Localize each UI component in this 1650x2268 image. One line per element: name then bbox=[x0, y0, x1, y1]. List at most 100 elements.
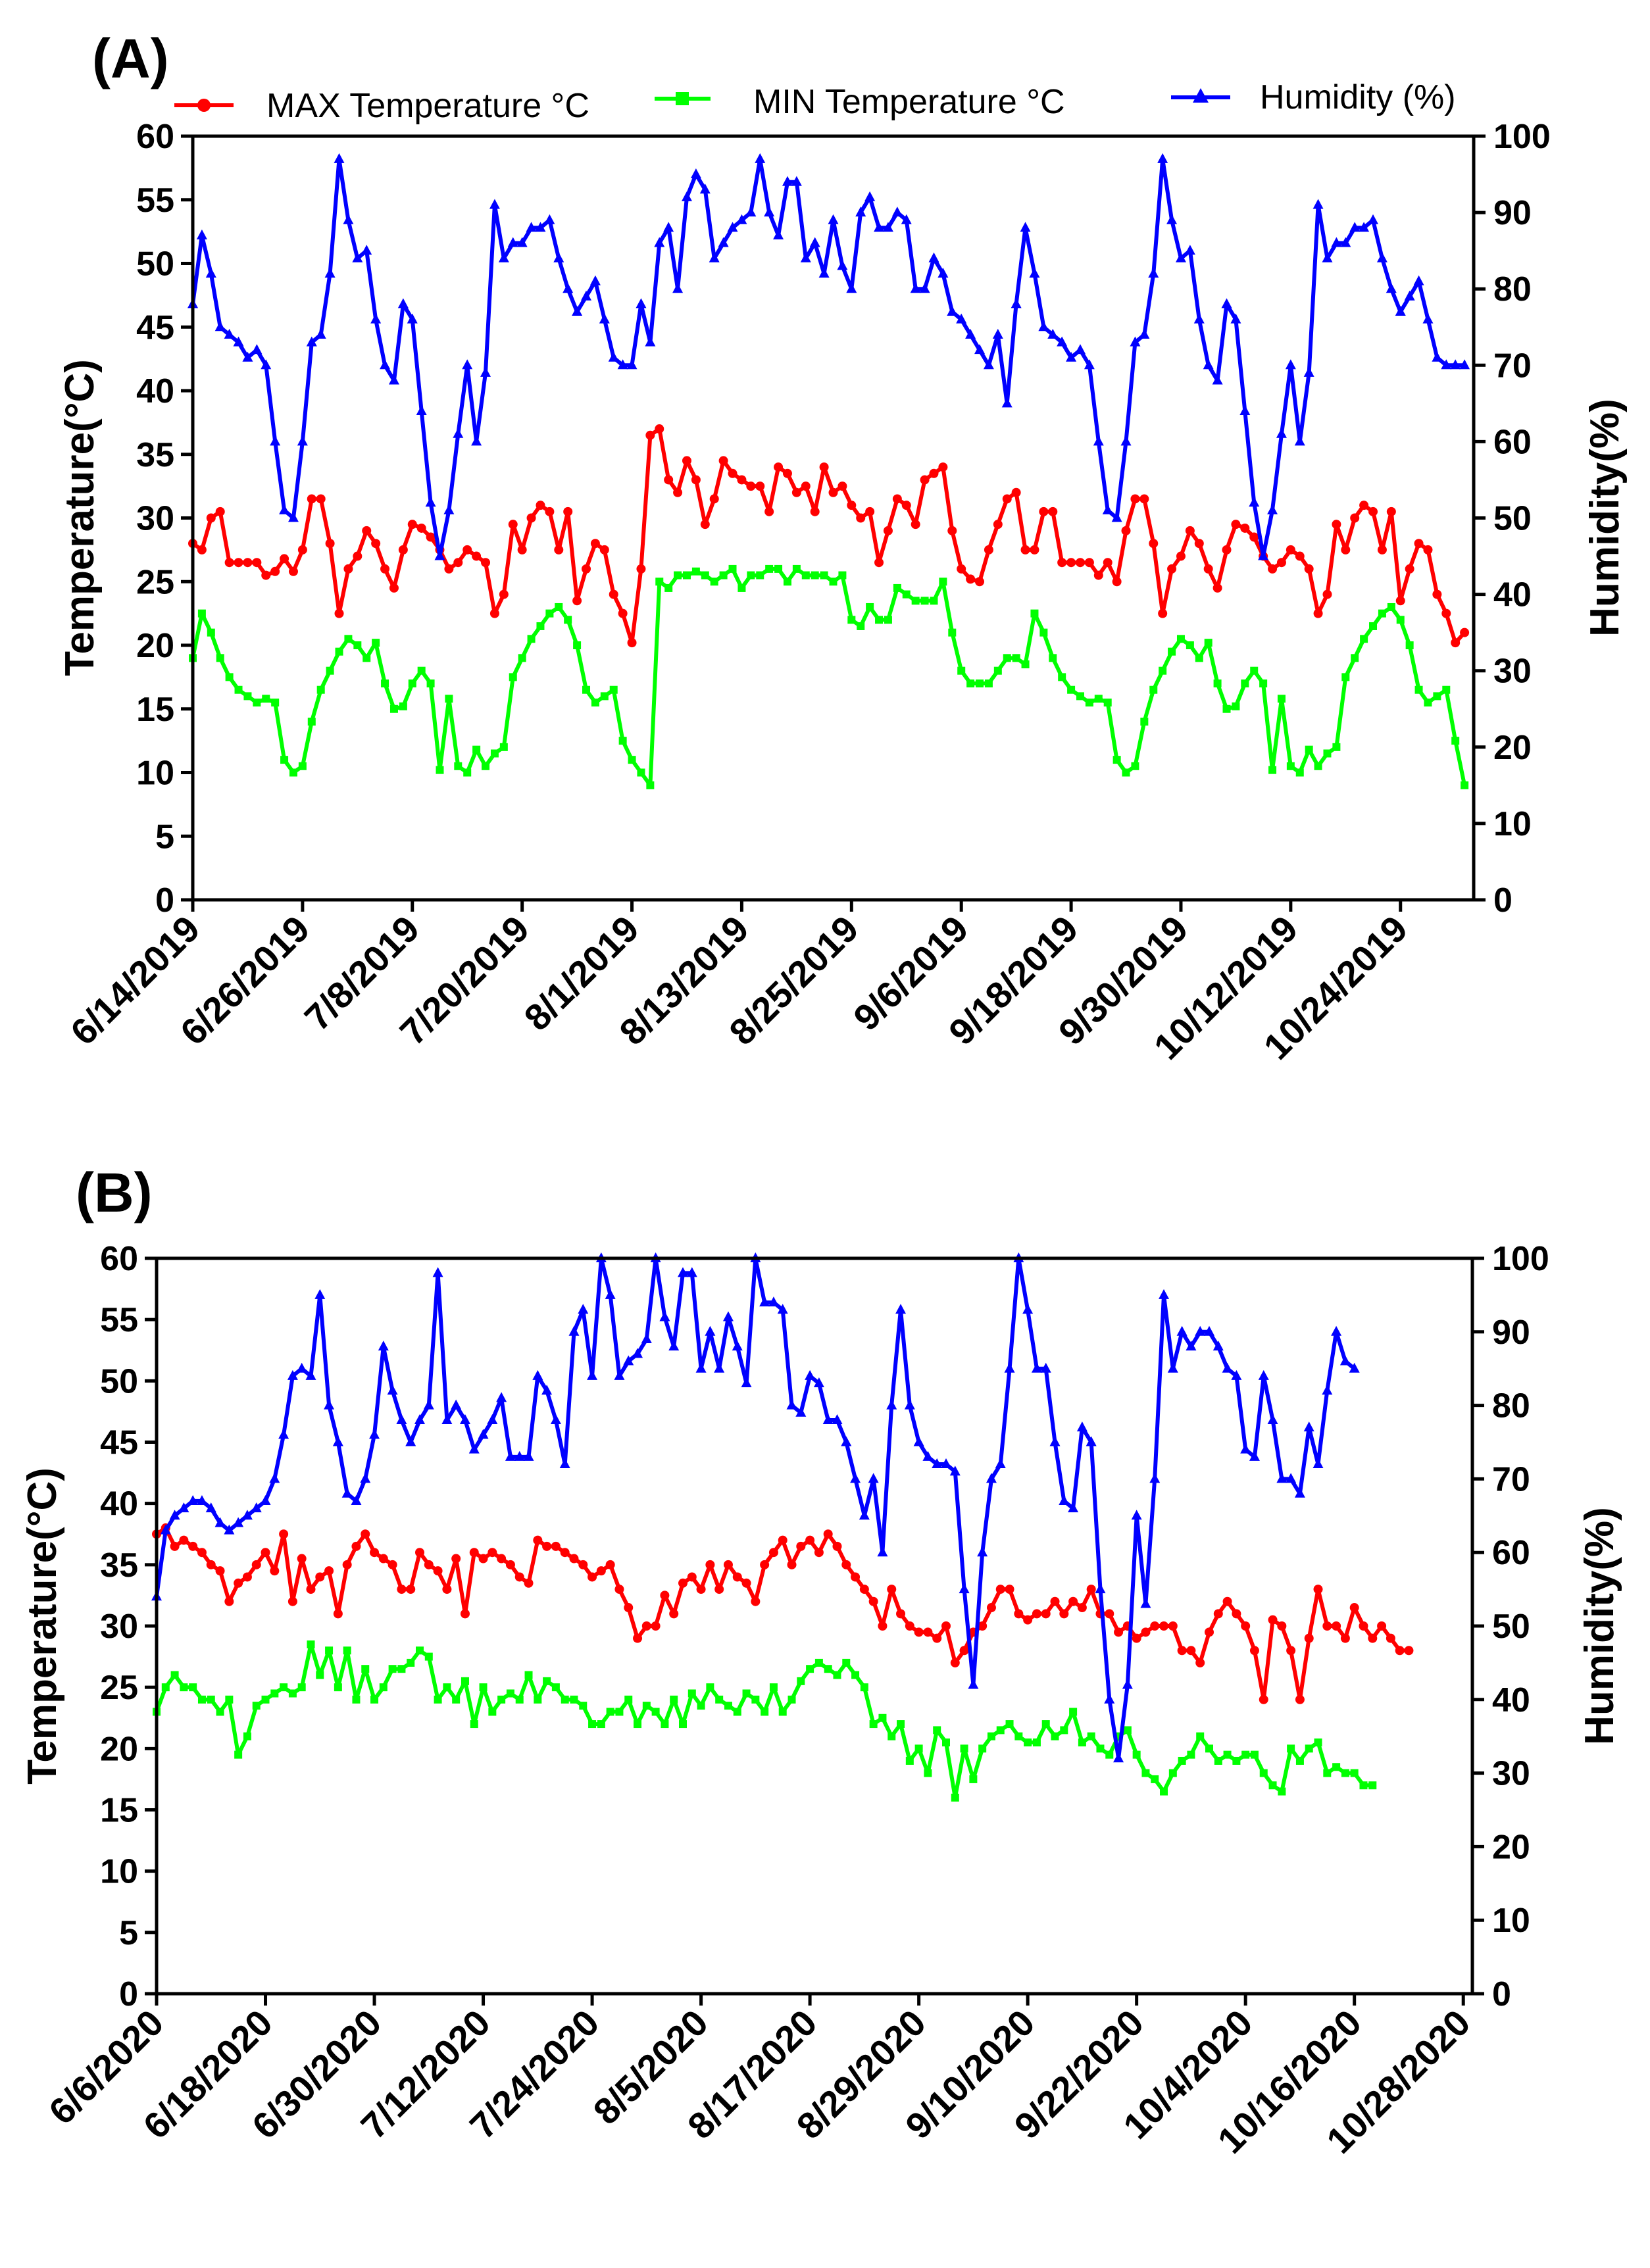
data-point-max-temp bbox=[514, 1572, 524, 1582]
data-point-humidity bbox=[913, 1436, 924, 1446]
data-point-humidity bbox=[1022, 1304, 1034, 1314]
data-point-min-temp bbox=[930, 597, 938, 605]
data-point-max-temp bbox=[819, 462, 829, 472]
data-point-humidity bbox=[581, 290, 592, 301]
data-point-min-temp bbox=[454, 762, 463, 770]
data-point-humidity bbox=[1459, 359, 1470, 370]
data-point-min-temp bbox=[738, 583, 746, 592]
data-point-humidity bbox=[478, 1429, 489, 1439]
data-point-humidity bbox=[496, 1392, 507, 1402]
data-point-max-temp bbox=[636, 564, 646, 574]
legend-item-humidity: Humidity (%) bbox=[1171, 78, 1456, 116]
data-point-max-temp bbox=[1341, 545, 1351, 555]
data-point-humidity bbox=[874, 222, 885, 232]
data-point-min-temp bbox=[1214, 1756, 1222, 1765]
data-point-max-temp bbox=[823, 1529, 833, 1539]
data-point-humidity bbox=[1322, 252, 1333, 262]
data-point-min-temp bbox=[1085, 699, 1093, 707]
data-point-max-temp bbox=[1002, 494, 1012, 504]
data-point-humidity bbox=[1203, 359, 1214, 370]
data-point-min-temp bbox=[624, 1695, 633, 1704]
data-point-min-temp bbox=[326, 666, 334, 675]
data-point-humidity bbox=[1086, 1436, 1097, 1446]
data-point-humidity bbox=[1376, 252, 1388, 262]
data-point-humidity bbox=[1031, 1362, 1042, 1373]
data-point-humidity bbox=[233, 336, 244, 347]
data-point-max-temp bbox=[224, 558, 234, 568]
data-point-min-temp bbox=[609, 685, 618, 694]
data-point-min-temp bbox=[688, 1689, 696, 1698]
data-point-humidity bbox=[1049, 1436, 1061, 1446]
data-point-max-temp bbox=[1112, 577, 1122, 587]
data-point-min-temp bbox=[1141, 1769, 1150, 1777]
data-point-min-temp bbox=[884, 616, 892, 624]
data-point-humidity bbox=[922, 1450, 934, 1461]
data-point-humidity bbox=[1413, 275, 1424, 285]
data-point-humidity bbox=[1149, 1473, 1161, 1483]
data-point-max-temp bbox=[316, 494, 326, 504]
data-point-min-temp bbox=[379, 1683, 388, 1692]
data-point-min-temp bbox=[847, 616, 856, 624]
data-point-max-temp bbox=[847, 501, 857, 510]
data-point-min-temp bbox=[288, 1689, 297, 1698]
data-point-max-temp bbox=[1286, 1646, 1296, 1656]
y-right-tick-label: 100 bbox=[1493, 118, 1551, 156]
data-point-max-temp bbox=[874, 558, 884, 568]
data-point-humidity bbox=[1011, 298, 1022, 308]
y-left-tick-label: 50 bbox=[136, 245, 174, 284]
plot-frame-b bbox=[155, 1256, 1474, 1996]
data-point-min-temp bbox=[842, 1658, 851, 1667]
data-point-max-temp bbox=[905, 1621, 914, 1631]
legend-item-max-temp: MAX Temperature °C bbox=[174, 87, 589, 125]
data-point-max-temp bbox=[1159, 1621, 1169, 1631]
data-point-min-temp bbox=[897, 1720, 905, 1729]
data-point-min-temp bbox=[788, 1695, 796, 1704]
data-point-max-temp bbox=[1286, 545, 1295, 555]
data-point-min-temp bbox=[271, 699, 280, 707]
data-point-humidity bbox=[352, 252, 363, 262]
data-point-max-temp bbox=[1121, 526, 1131, 535]
data-point-min-temp bbox=[1014, 1732, 1023, 1740]
data-point-max-temp bbox=[469, 1548, 479, 1558]
data-point-max-temp bbox=[389, 583, 399, 593]
data-point-humidity bbox=[1450, 359, 1461, 370]
data-point-max-temp bbox=[868, 1596, 878, 1606]
data-point-max-temp bbox=[859, 1585, 869, 1594]
data-point-min-temp bbox=[352, 1695, 361, 1704]
data-point-min-temp bbox=[1359, 1781, 1368, 1790]
data-point-max-temp bbox=[655, 424, 664, 434]
data-point-humidity bbox=[886, 1399, 897, 1410]
data-point-max-temp bbox=[1041, 1609, 1051, 1619]
data-point-min-temp bbox=[252, 1702, 261, 1710]
data-point-max-temp bbox=[1460, 628, 1470, 637]
panel-label-b: (B) bbox=[76, 1162, 153, 1223]
data-point-max-temp bbox=[878, 1621, 888, 1631]
data-point-min-temp bbox=[1350, 1769, 1359, 1777]
data-point-max-temp bbox=[728, 468, 738, 478]
data-point-max-temp bbox=[614, 1585, 624, 1594]
data-point-humidity bbox=[1076, 1421, 1088, 1432]
data-point-min-temp bbox=[774, 564, 783, 573]
data-point-min-temp bbox=[911, 597, 920, 605]
data-point-humidity bbox=[351, 1494, 362, 1505]
data-point-min-temp bbox=[307, 1640, 315, 1648]
data-point-humidity bbox=[1204, 1325, 1214, 1336]
data-point-min-temp bbox=[857, 622, 865, 630]
data-point-max-temp bbox=[1222, 545, 1232, 555]
data-point-humidity bbox=[324, 1399, 335, 1410]
data-point-max-temp bbox=[1149, 539, 1159, 549]
data-point-humidity bbox=[278, 1429, 289, 1439]
data-point-min-temp bbox=[1151, 1775, 1159, 1783]
data-point-humidity bbox=[1249, 1450, 1260, 1461]
data-point-humidity bbox=[928, 252, 939, 262]
data-point-min-temp bbox=[801, 571, 810, 579]
data-point-min-temp bbox=[1196, 1732, 1205, 1740]
data-point-min-temp bbox=[888, 1732, 896, 1740]
data-point-humidity bbox=[251, 1502, 262, 1513]
data-point-max-temp bbox=[1313, 608, 1323, 618]
data-point-max-temp bbox=[1368, 506, 1378, 516]
data-point-max-temp bbox=[764, 506, 774, 516]
data-point-humidity bbox=[904, 1399, 915, 1410]
data-point-humidity bbox=[759, 1296, 770, 1307]
data-point-humidity bbox=[334, 153, 345, 163]
